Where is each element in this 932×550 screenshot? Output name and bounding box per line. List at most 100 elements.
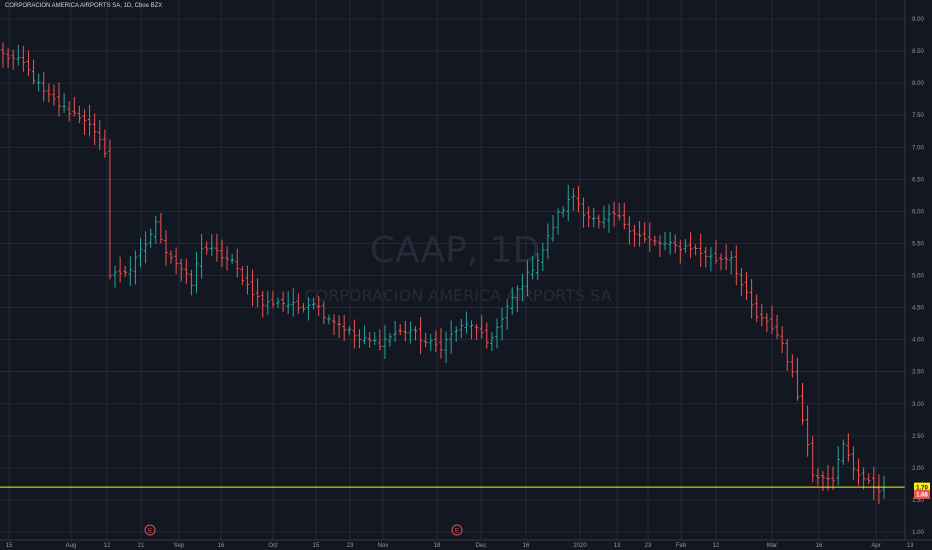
ohlc-bar	[846, 433, 851, 462]
ohlc-bar	[199, 234, 204, 279]
ohlc-bar	[194, 251, 199, 294]
ohlc-bar	[138, 237, 143, 268]
y-tick-label: 7.50	[912, 113, 924, 119]
y-tick-label: 5.00	[912, 274, 924, 280]
x-tick-label: Feb	[676, 543, 687, 549]
ohlc-bar	[179, 258, 184, 282]
ohlc-bar	[810, 436, 815, 483]
ohlc-bars	[1, 42, 886, 505]
ohlc-bar	[449, 320, 453, 354]
ohlc-bar	[77, 105, 82, 124]
ohlc-bar	[383, 325, 387, 359]
ohlc-bar	[103, 129, 107, 158]
ohlc-bar	[97, 120, 102, 150]
ohlc-bar	[143, 231, 148, 264]
ohlc-bar	[688, 232, 693, 258]
ohlc-bar	[72, 96, 77, 117]
ohlc-bar	[500, 307, 504, 341]
hline-label-text: 1.70	[916, 485, 928, 491]
ohlc-bar	[21, 45, 26, 72]
ohlc-bar	[714, 239, 718, 264]
ohlc-bar	[276, 297, 280, 309]
ohlc-bar	[515, 285, 520, 312]
ohlc-bar	[709, 247, 713, 272]
ohlc-bar	[566, 184, 571, 222]
ohlc-bar	[67, 100, 72, 122]
ohlc-bar	[627, 216, 632, 245]
ohlc-bar	[744, 272, 749, 300]
ohlc-bar	[164, 230, 168, 267]
ohlc-bar	[790, 354, 795, 378]
x-tick-label: 2020	[573, 543, 587, 549]
ohlc-bar	[225, 246, 229, 271]
ohlc-bar	[622, 202, 627, 230]
ohlc-bar	[316, 296, 321, 317]
y-tick-label: 1.50	[912, 498, 924, 504]
ohlc-bar	[698, 233, 703, 268]
ohlc-bar	[240, 266, 245, 286]
ohlc-bar	[530, 256, 535, 280]
time-axis[interactable]: 15 Aug 12 21 Sep 16 Oct 15 23 Nov 18 Dec 16 2020 13 23 F…	[0, 539, 932, 549]
ohlc-bar	[607, 204, 611, 233]
ohlc-bar	[495, 318, 499, 349]
ohlc-bar	[220, 239, 224, 268]
y-tick-label: 6.50	[912, 177, 924, 183]
hline-price-label: 1.70	[914, 482, 930, 492]
ohlc-bar	[872, 466, 876, 500]
ohlc-bar	[749, 279, 754, 319]
x-tick-label: 12	[104, 543, 111, 549]
ohlc-bar	[311, 297, 316, 310]
ohlc-bar	[617, 203, 621, 221]
ohlc-bar	[434, 330, 438, 352]
ohlc-bar	[805, 405, 810, 457]
ohlc-bar	[541, 242, 545, 271]
ohlc-bar	[637, 221, 642, 247]
ohlc-bar	[204, 241, 209, 255]
ohlc-bar	[474, 323, 479, 340]
ohlc-bar	[459, 318, 464, 339]
y-tick-label: 4.00	[912, 338, 924, 344]
ohlc-bar	[153, 215, 158, 244]
ohlc-bar	[367, 332, 372, 348]
x-tick-label: 16	[218, 543, 225, 549]
ohlc-bar	[306, 297, 311, 321]
ohlc-bar	[235, 248, 240, 278]
ohlc-bar	[576, 186, 581, 213]
ohlc-bar	[327, 314, 331, 325]
x-tick-label: Nov	[378, 543, 389, 549]
ohlc-bar	[831, 466, 835, 490]
ohlc-bar	[653, 235, 657, 247]
ohlc-bar	[301, 303, 306, 313]
ohlc-bar	[668, 231, 672, 255]
ohlc-bar	[36, 73, 41, 92]
ohlc-bar	[357, 329, 362, 349]
ohlc-bar	[378, 329, 382, 351]
ohlc-bar	[11, 49, 15, 70]
ohlc-bar	[6, 48, 10, 69]
y-tick-label: 6.00	[912, 209, 924, 215]
ohlc-bar	[775, 314, 779, 339]
ohlc-bar	[439, 328, 443, 359]
ohlc-bar	[16, 45, 21, 66]
x-tick-label: Dec	[476, 543, 487, 549]
ohlc-bar	[851, 446, 856, 480]
ohlc-bar	[632, 224, 637, 247]
hline-label-bg	[914, 482, 930, 492]
ohlc-bar	[281, 291, 285, 312]
ohlc-bar	[31, 59, 36, 85]
ohlc-bar	[561, 206, 565, 218]
ohlc-bar	[546, 223, 550, 260]
ohlc-bar	[856, 458, 861, 486]
y-tick-label: 2.50	[912, 434, 924, 440]
ohlc-bar	[800, 382, 805, 425]
x-tick-label: 21	[138, 543, 145, 549]
ohlc-bar	[678, 240, 683, 264]
ohlc-bar	[108, 139, 112, 280]
ohlc-bar	[673, 234, 678, 254]
ohlc-bar	[271, 291, 275, 308]
ohlc-bar	[403, 320, 408, 342]
price-labels: 1.70 1.68	[914, 482, 930, 499]
price-axis[interactable]: 9.00 8.50 8.00 7.50 7.00 6.50 6.00 5.50 5.00 4.50…	[904, 0, 924, 540]
